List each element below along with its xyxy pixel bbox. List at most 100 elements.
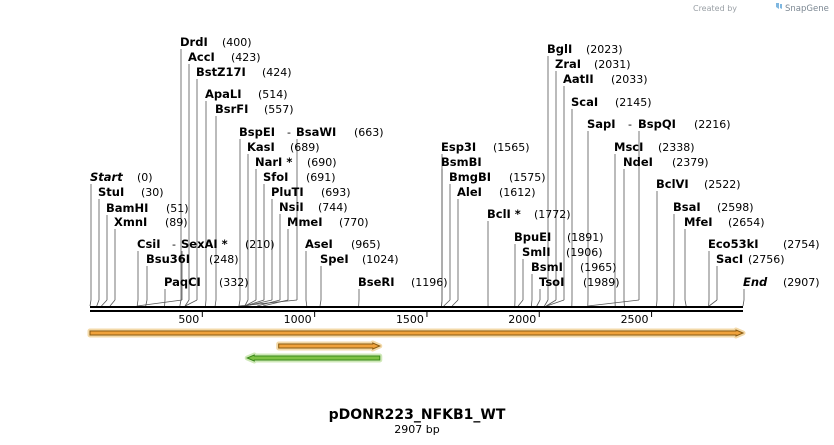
site-labels: Start (0)StuI (30) BamHI (51)XmnI (89) CsiI - Se… [90,35,820,289]
site-tsoi[interactable]: TsoI (1989) [539,275,620,289]
site-saci[interactable]: SacI (2756) [716,252,785,266]
site-aatii[interactable]: AatII (2033) [563,72,648,86]
site-acci[interactable]: AccI (423) [188,50,261,64]
site-bspei[interactable]: BspEI - [239,125,291,139]
site-leader-connector [517,299,524,307]
site-position: (1024) [362,253,399,266]
credit-prefix: Created by [693,4,737,13]
site-pluti[interactable]: PluTI (693) [271,185,351,199]
site-drdi[interactable]: DrdI (400) [180,35,252,49]
ruler-tick-label: 2000 [508,313,536,326]
site-nsii[interactable]: NsiI (744) [279,200,348,214]
site-bcli[interactable]: BclI * (1772) [487,207,571,221]
site-apali[interactable]: ApaLI (514) [205,87,288,101]
site-name: End [743,275,768,289]
site-bsu36i[interactable]: Bsu36I (248) [146,252,239,266]
site-bsrfi[interactable]: BsrFI (557) [215,102,294,116]
site-alei[interactable]: AleI (1612) [457,185,536,199]
site-position: (557) [264,103,294,116]
site-leader-connector [546,299,557,307]
site-position: (0) [137,171,153,184]
site-name: BsmBI [441,155,482,169]
site-bgli[interactable]: BglI (2023) [547,42,623,56]
site-name: TsoI [539,275,564,289]
site-mmei[interactable]: MmeI (770) [287,215,369,229]
site-ndei[interactable]: NdeI (2379) [623,155,709,169]
ruler-tick-label: 500 [178,313,199,326]
site-name: BpuEI [514,230,551,244]
site-name: Bsu36I [146,252,190,266]
site-position: (1575) [509,171,546,184]
site-position: (248) [209,253,239,266]
site-zrai[interactable]: ZraI (2031) [555,57,631,71]
site-position: (2379) [672,156,709,169]
site-stui[interactable]: StuI (30) [98,185,164,199]
site-bclvi[interactable]: BclVI (2522) [656,177,741,191]
site-bsai[interactable]: BsaI (2598) [673,200,754,214]
site-bsawi[interactable]: BsaWI (663) [296,125,384,139]
site-bsmi[interactable]: BsmI (1965) [531,260,617,274]
site-name: BspEI [239,125,275,139]
site-leader-connector [257,299,281,307]
site-name: SexAI * [181,237,228,251]
site-leader-connector [708,299,718,307]
site-position: (1965) [580,261,617,274]
full-length-feature[interactable] [89,329,745,337]
site-bseri[interactable]: BseRI (1196) [358,275,448,289]
site-name: AleI [457,185,482,199]
site-name: Eco53kI [708,237,759,251]
site-pair-separator: - [287,126,291,139]
site-nari[interactable]: NarI * (690) [255,155,337,169]
site-name: BglI [547,42,572,56]
site-leader-connector [531,299,533,307]
site-msci[interactable]: MscI (2338) [614,140,695,154]
site-name: KasI [247,140,275,154]
site-position: (2145) [615,96,652,109]
insert-reverse-feature[interactable] [245,354,381,362]
site-name: NarI * [255,155,292,169]
site-leader-connector [245,299,273,307]
site-name: SpeI [320,252,349,266]
site-position: (690) [307,156,337,169]
site-csii[interactable]: CsiI - [137,237,176,251]
site-position: (1196) [411,276,448,289]
site-sexai[interactable]: SexAI * (210) [181,237,275,251]
site-bmgbi[interactable]: BmgBI (1575) [449,170,546,184]
site-leader-connector [262,299,289,307]
site-mfei[interactable]: MfeI (2654) [684,215,765,229]
site-sapi[interactable]: SapI - [587,117,632,131]
site-name: BsrFI [215,102,248,116]
site-xmni[interactable]: XmnI (89) [114,215,188,229]
site-leader-connector [536,299,541,307]
site-smli[interactable]: SmlI (1906) [522,245,603,259]
site-sfoi[interactable]: SfoI (691) [263,170,336,184]
site-bamhi[interactable]: BamHI (51) [106,201,189,215]
ruler-tick-label: 1500 [396,313,424,326]
site-spei[interactable]: SpeI (1024) [320,252,399,266]
site-position: (210) [245,238,275,251]
site-leader-connector [185,299,198,307]
site-start[interactable]: Start (0) [90,170,153,184]
site-esp3i[interactable]: Esp3I (1565) [441,140,530,154]
site-leader-connector [451,299,459,307]
site-name: SfoI [263,170,288,184]
site-asei[interactable]: AseI (965) [305,237,381,251]
site-leader-connector [136,299,139,307]
site-leader-connector [109,299,116,307]
site-name: ScaI [571,95,598,109]
site-bsmbi[interactable]: BsmBI [441,155,482,169]
site-leader-connector [184,299,190,307]
site-eco53ki[interactable]: Eco53kI (2754) [708,237,820,251]
site-position: (2756) [748,253,785,266]
site-paqci[interactable]: PaqCI (332) [164,275,249,289]
site-position: (2023) [586,43,623,56]
site-bstz17i[interactable]: BstZ17I (424) [196,65,292,79]
site-kasi[interactable]: KasI (689) [247,140,320,154]
site-end[interactable]: End (2907) [743,275,820,289]
site-scai[interactable]: ScaI (2145) [571,95,652,109]
site-bspqi[interactable]: BspQI (2216) [638,117,731,131]
site-name: BspQI [638,117,676,131]
site-position: (2338) [658,141,695,154]
site-bpuei[interactable]: BpuEI (1891) [514,230,604,244]
insert-forward-feature[interactable] [278,342,382,350]
